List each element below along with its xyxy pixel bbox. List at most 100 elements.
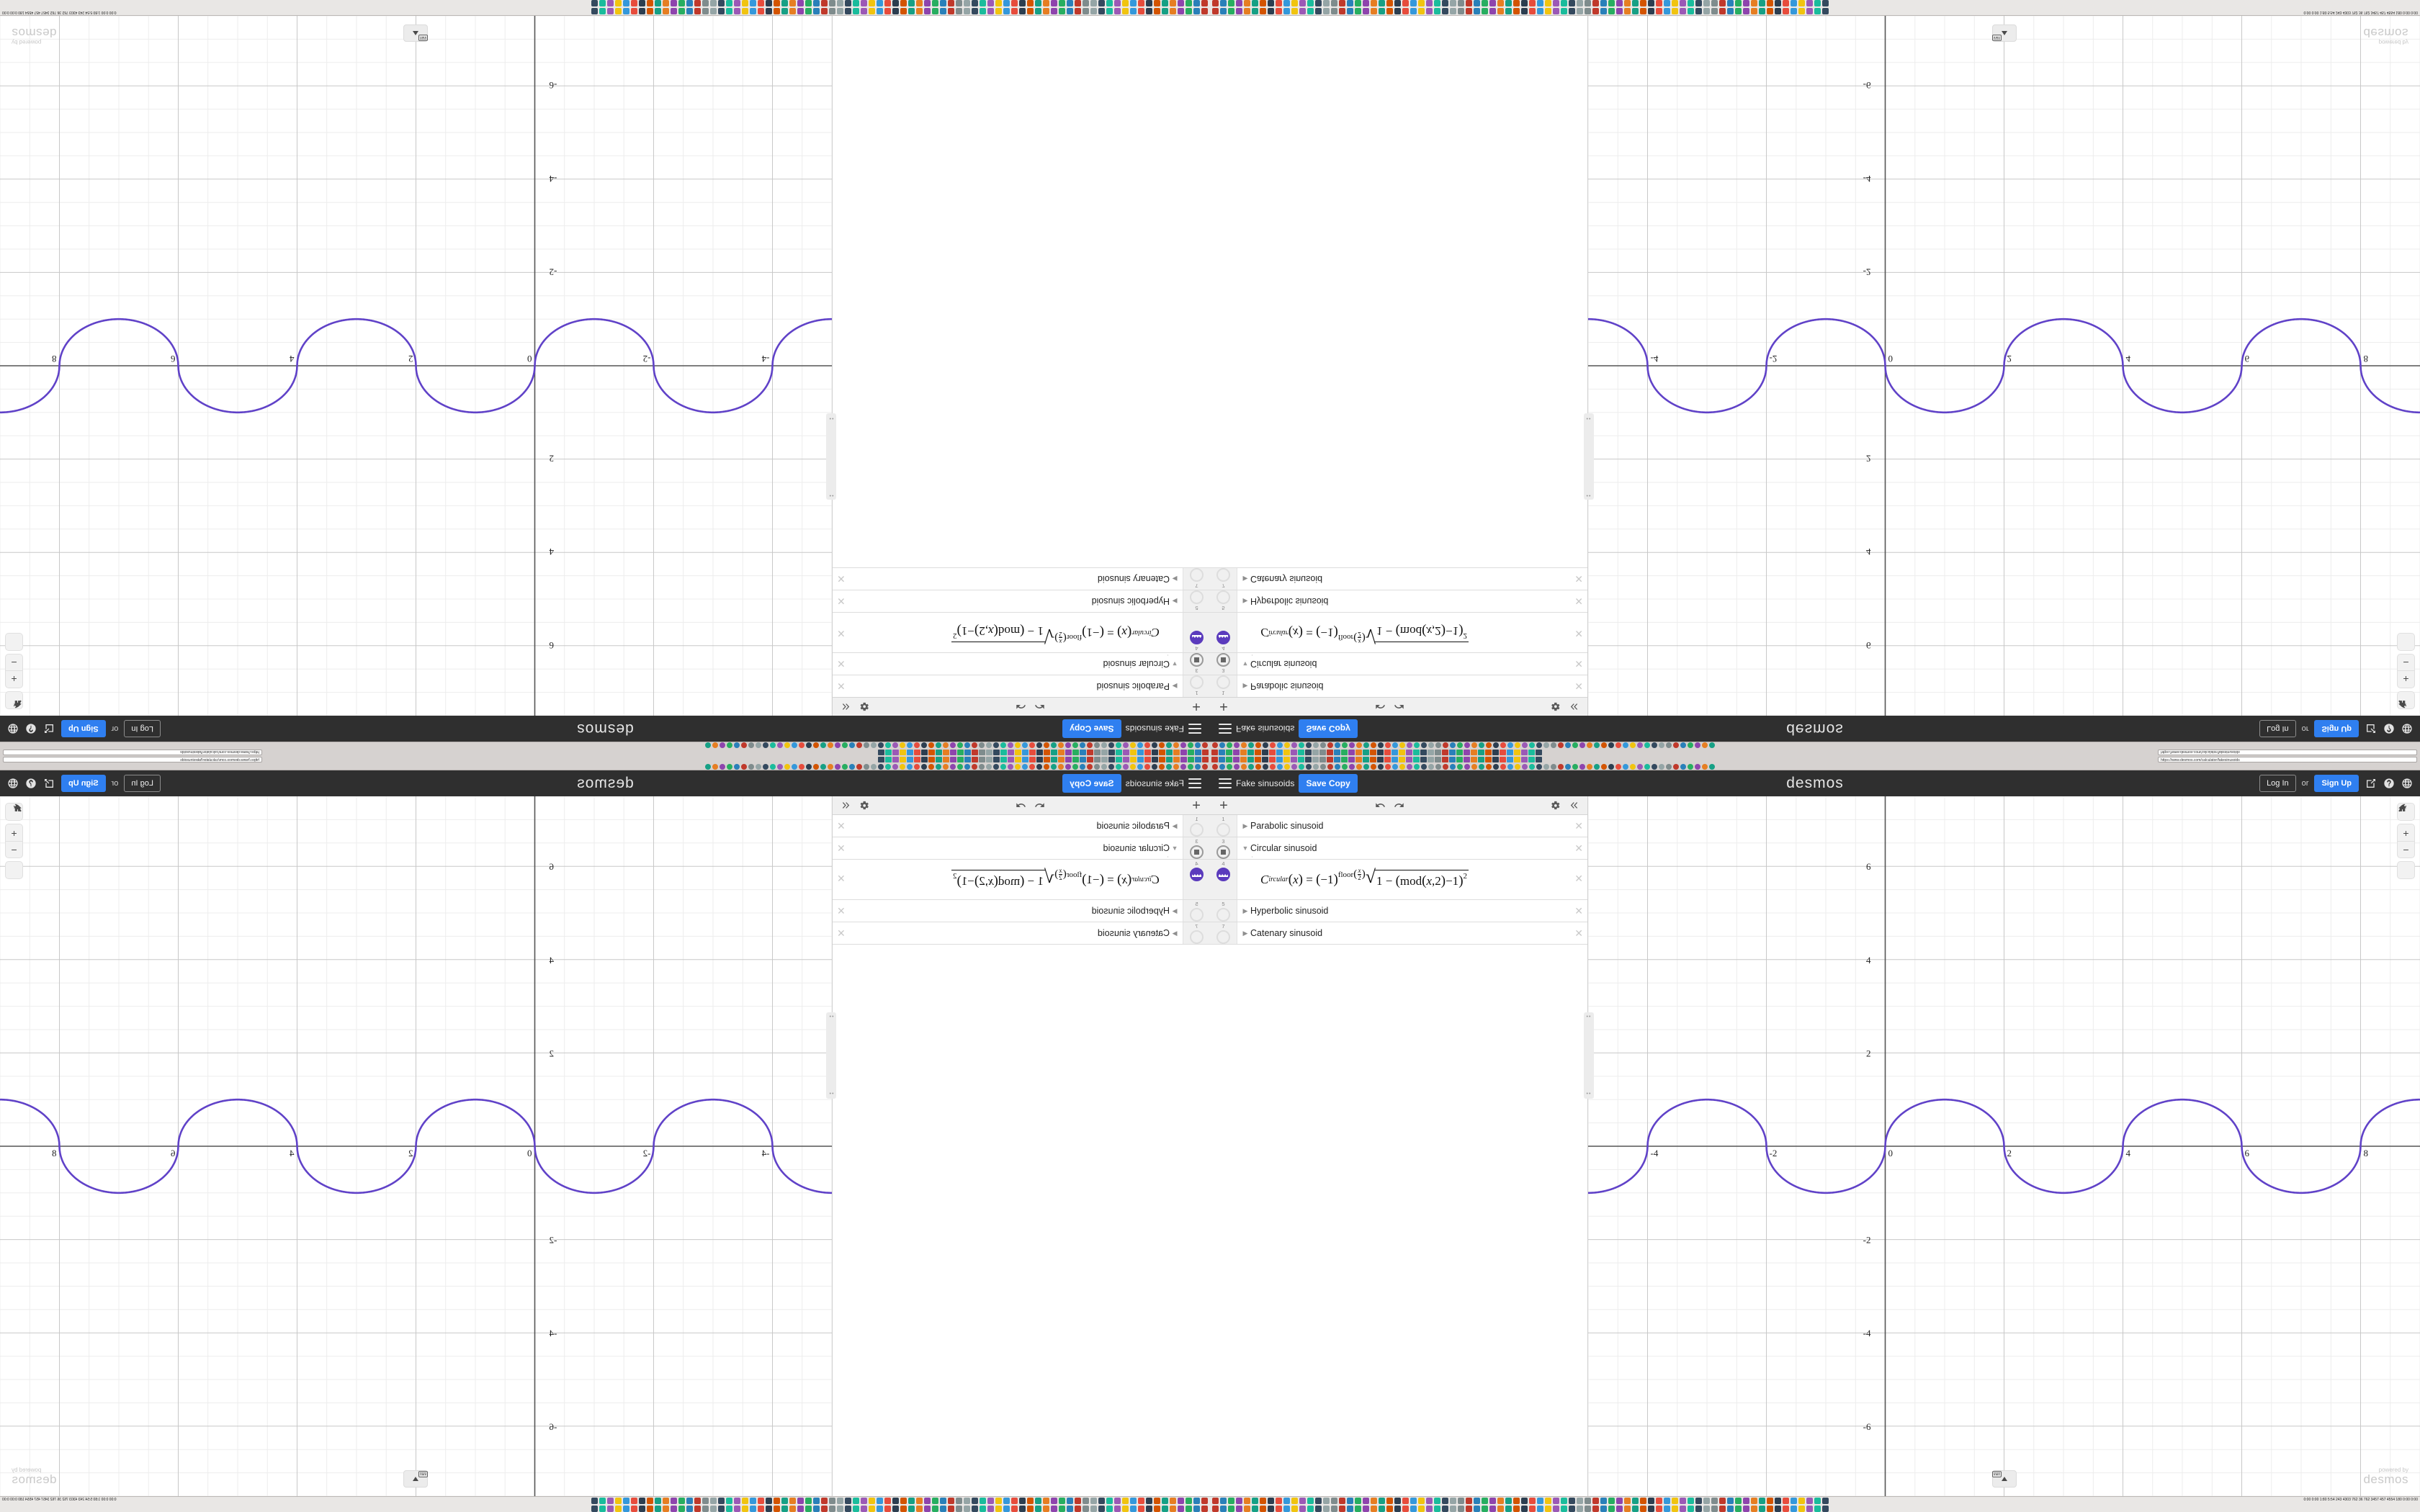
browser-tab[interactable] bbox=[663, 0, 669, 6]
bookmark-icon[interactable] bbox=[813, 764, 819, 770]
browser-tab[interactable] bbox=[1166, 750, 1173, 755]
browser-tab[interactable] bbox=[1735, 0, 1742, 6]
bookmark-icon[interactable] bbox=[1536, 764, 1542, 770]
bookmark-icon[interactable] bbox=[1065, 764, 1071, 770]
address-bar[interactable]: https://www.desmos.com/calculator/fakesi… bbox=[3, 757, 262, 762]
browser-tab[interactable] bbox=[1370, 757, 1376, 762]
browser-tab[interactable] bbox=[1083, 1498, 1089, 1504]
browser-tab[interactable] bbox=[1262, 757, 1268, 762]
browser-tab[interactable] bbox=[1146, 0, 1152, 6]
bookmark-icon[interactable] bbox=[1087, 764, 1093, 770]
language-icon[interactable] bbox=[7, 778, 19, 790]
browser-tab[interactable] bbox=[1247, 750, 1254, 755]
browser-tab[interactable] bbox=[948, 0, 954, 6]
bookmark-icon[interactable] bbox=[1241, 742, 1247, 748]
browser-tab[interactable] bbox=[1471, 757, 1477, 762]
browser-tab[interactable] bbox=[1059, 1498, 1065, 1504]
browser-tab[interactable] bbox=[1339, 0, 1345, 6]
browser-tab[interactable] bbox=[1703, 8, 1710, 14]
browser-tab[interactable] bbox=[1458, 0, 1464, 6]
browser-tab[interactable] bbox=[1695, 1498, 1702, 1504]
browser-tab[interactable] bbox=[1260, 8, 1266, 14]
browser-tab[interactable] bbox=[1347, 0, 1353, 6]
bookmark-icon[interactable] bbox=[1248, 742, 1254, 748]
browser-tab[interactable] bbox=[1418, 1498, 1425, 1504]
browser-tab[interactable] bbox=[1600, 1498, 1607, 1504]
browser-tab[interactable] bbox=[936, 757, 942, 762]
browser-tab[interactable] bbox=[914, 750, 920, 755]
browser-tab[interactable] bbox=[631, 1506, 637, 1512]
bookmark-icon[interactable] bbox=[964, 742, 970, 748]
browser-tab[interactable] bbox=[1514, 757, 1520, 762]
browser-tab[interactable] bbox=[1410, 0, 1417, 6]
browser-tab[interactable] bbox=[1305, 750, 1312, 755]
browser-tab[interactable] bbox=[1220, 1498, 1227, 1504]
browser-tab[interactable] bbox=[892, 750, 899, 755]
browser-tab[interactable] bbox=[615, 8, 622, 14]
browser-tab[interactable] bbox=[1474, 8, 1480, 14]
bookmark-icon[interactable] bbox=[972, 742, 977, 748]
browser-tab[interactable] bbox=[1751, 0, 1757, 6]
expression-content[interactable]: ▼ Circular sinusoid ✕ bbox=[833, 653, 1183, 675]
bookmark-icon[interactable] bbox=[712, 742, 718, 748]
delete-expression-icon[interactable]: ✕ bbox=[837, 927, 846, 939]
browser-tab[interactable] bbox=[1474, 1498, 1480, 1504]
browser-tab[interactable] bbox=[1719, 0, 1726, 6]
browser-tab[interactable] bbox=[1170, 8, 1176, 14]
browser-tab[interactable] bbox=[869, 1506, 875, 1512]
browser-tab[interactable] bbox=[1276, 757, 1283, 762]
browser-tab[interactable] bbox=[1585, 8, 1591, 14]
browser-tab[interactable] bbox=[1114, 1498, 1121, 1504]
browser-tab[interactable] bbox=[1791, 0, 1797, 6]
bookmark-icon[interactable] bbox=[878, 742, 884, 748]
browser-tab[interactable] bbox=[1341, 757, 1348, 762]
browser-tab[interactable] bbox=[591, 8, 598, 14]
browser-tab[interactable] bbox=[1072, 757, 1079, 762]
browser-tab[interactable] bbox=[1252, 1498, 1258, 1504]
browser-tab[interactable] bbox=[1377, 750, 1384, 755]
browser-tab[interactable] bbox=[1043, 1498, 1049, 1504]
browser-tab[interactable] bbox=[980, 0, 986, 6]
browser-tab[interactable] bbox=[1186, 0, 1192, 6]
bookmark-icon[interactable] bbox=[1500, 742, 1506, 748]
browser-tab[interactable] bbox=[1083, 1506, 1089, 1512]
browser-tab[interactable] bbox=[1466, 0, 1472, 6]
browser-tab[interactable] bbox=[1323, 1498, 1330, 1504]
browser-tab[interactable] bbox=[1492, 757, 1499, 762]
browser-tab[interactable] bbox=[1339, 1506, 1345, 1512]
browser-tab[interactable] bbox=[1719, 1506, 1726, 1512]
browser-tab[interactable] bbox=[1822, 8, 1829, 14]
browser-tab[interactable] bbox=[1022, 757, 1028, 762]
browser-tab[interactable] bbox=[932, 1498, 938, 1504]
browser-tab[interactable] bbox=[710, 1506, 717, 1512]
home-icon[interactable] bbox=[2398, 634, 2414, 708]
browser-tab[interactable] bbox=[1814, 1506, 1821, 1512]
browser-tab[interactable] bbox=[1220, 0, 1227, 6]
keyboard-icon[interactable] bbox=[403, 24, 429, 42]
browser-tab[interactable] bbox=[1392, 750, 1398, 755]
browser-tab[interactable] bbox=[1743, 1506, 1749, 1512]
browser-tab[interactable] bbox=[1291, 1506, 1298, 1512]
browser-tab[interactable] bbox=[1616, 8, 1623, 14]
browser-tab[interactable] bbox=[694, 1506, 701, 1512]
bookmark-icon[interactable] bbox=[914, 764, 920, 770]
browser-tab[interactable] bbox=[1456, 757, 1463, 762]
browser-tab[interactable] bbox=[1339, 1498, 1345, 1504]
browser-tab[interactable] bbox=[1098, 1498, 1105, 1504]
expression-row[interactable]: 7 ▶ Catenary sinusoid ✕ bbox=[1210, 567, 1587, 590]
browser-tab[interactable] bbox=[1363, 8, 1369, 14]
browser-tab[interactable] bbox=[993, 750, 1000, 755]
bookmark-icon[interactable] bbox=[1615, 764, 1621, 770]
browser-tab[interactable] bbox=[1608, 1506, 1615, 1512]
chevron-right-icon[interactable]: ▶ bbox=[1242, 683, 1248, 690]
browser-tab[interactable] bbox=[1798, 8, 1805, 14]
bookmark-icon[interactable] bbox=[1507, 742, 1513, 748]
bookmark-icon[interactable] bbox=[1479, 764, 1484, 770]
browser-tab[interactable] bbox=[1402, 1506, 1409, 1512]
browser-tab[interactable] bbox=[1043, 8, 1049, 14]
browser-tab[interactable] bbox=[1485, 750, 1492, 755]
zoom-in-button[interactable]: + bbox=[2403, 827, 2409, 839]
expression-row[interactable]: 7 ▶ Catenary sinusoid ✕ bbox=[833, 567, 1210, 590]
bookmark-icon[interactable] bbox=[1202, 764, 1208, 770]
